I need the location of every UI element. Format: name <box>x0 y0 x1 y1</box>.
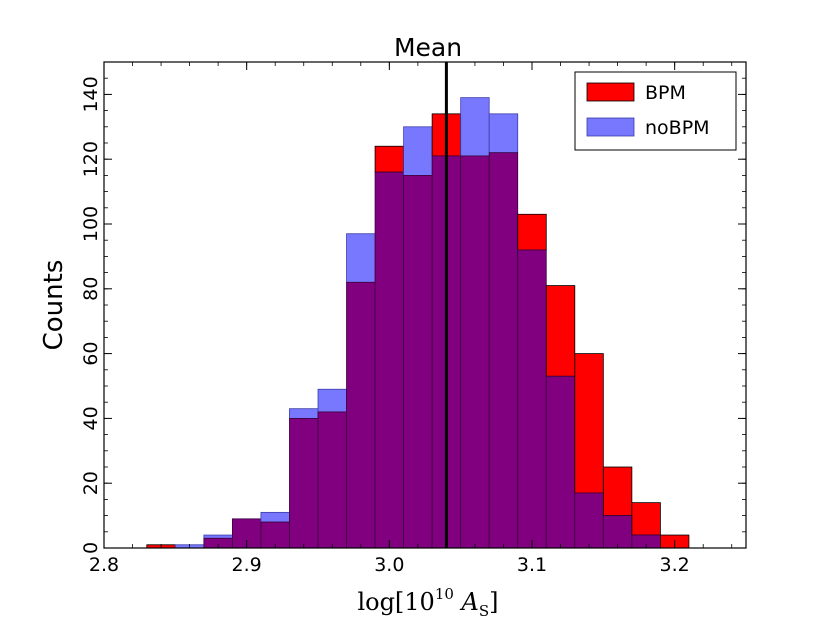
bpm-excess-bar <box>631 502 661 536</box>
bpm-excess-bar <box>517 213 547 251</box>
nobpm-excess-bar <box>317 388 347 413</box>
x-axis-label: log[1010 AS] <box>357 585 498 620</box>
plot-frame <box>103 61 747 549</box>
x-tick-label: 2.9 <box>232 554 262 576</box>
overlap-bar <box>317 411 347 549</box>
overlap-bar <box>517 249 547 549</box>
y-tick-label: 100 <box>80 206 102 242</box>
nobpm-excess-bar <box>346 233 376 283</box>
x-tick-label: 2.8 <box>89 554 119 576</box>
chart-title: Mean <box>394 33 462 62</box>
nobpm-excess-bar <box>460 97 490 157</box>
y-axis-label: Counts <box>39 260 69 351</box>
overlap-bar <box>374 171 405 549</box>
x-tick-label: 3.0 <box>374 554 404 576</box>
x-axis-label-mid: A <box>454 588 479 616</box>
legend-swatch-nobpm <box>586 117 635 137</box>
y-tick-label: 20 <box>80 471 102 495</box>
histogram-bars <box>146 97 690 549</box>
overlap-bar <box>574 492 604 549</box>
overlap-bar <box>545 375 576 549</box>
bpm-excess-bar <box>574 353 604 494</box>
legend-swatch-bpm <box>586 82 635 102</box>
nobpm-excess-bar <box>488 113 519 154</box>
y-tick-label: 120 <box>80 141 102 177</box>
axis-ticks: 2.8 2.9 3.0 3.1 3.2 0 20 40 60 80 100 120 140 <box>80 61 746 576</box>
nobpm-excess-bar <box>289 408 319 419</box>
nobpm-excess-bar <box>260 511 290 523</box>
x-axis-label-pre: log[10 <box>357 588 434 616</box>
overlap-bar <box>346 281 376 549</box>
y-tick-label: 0 <box>80 542 102 554</box>
x-axis-label-sup: 10 <box>435 585 454 603</box>
bpm-excess-bar <box>545 285 576 377</box>
legend-label-nobpm: noBPM <box>645 117 710 139</box>
x-tick-label: 3.1 <box>517 554 547 576</box>
nobpm-excess-bar <box>403 126 433 176</box>
legend-label-bpm: BPM <box>645 82 686 104</box>
legend: BPM noBPM <box>574 71 737 151</box>
bpm-excess-bar <box>602 466 633 516</box>
bpm-excess-bar <box>374 145 405 173</box>
nobpm-excess-bar <box>203 534 233 539</box>
overlap-bar <box>403 174 433 549</box>
x-axis-label-sub: S <box>479 602 489 620</box>
overlap-bar <box>289 417 319 549</box>
x-tick-label: 3.2 <box>660 554 690 576</box>
overlap-bar <box>488 152 519 549</box>
overlap-bar <box>460 155 490 549</box>
y-tick-label: 40 <box>80 406 102 430</box>
x-axis-label-post: ] <box>489 588 498 616</box>
y-tick-label: 60 <box>80 342 102 366</box>
y-tick-label: 140 <box>80 76 102 112</box>
overlap-bar <box>602 515 633 549</box>
y-tick-label: 80 <box>80 277 102 301</box>
